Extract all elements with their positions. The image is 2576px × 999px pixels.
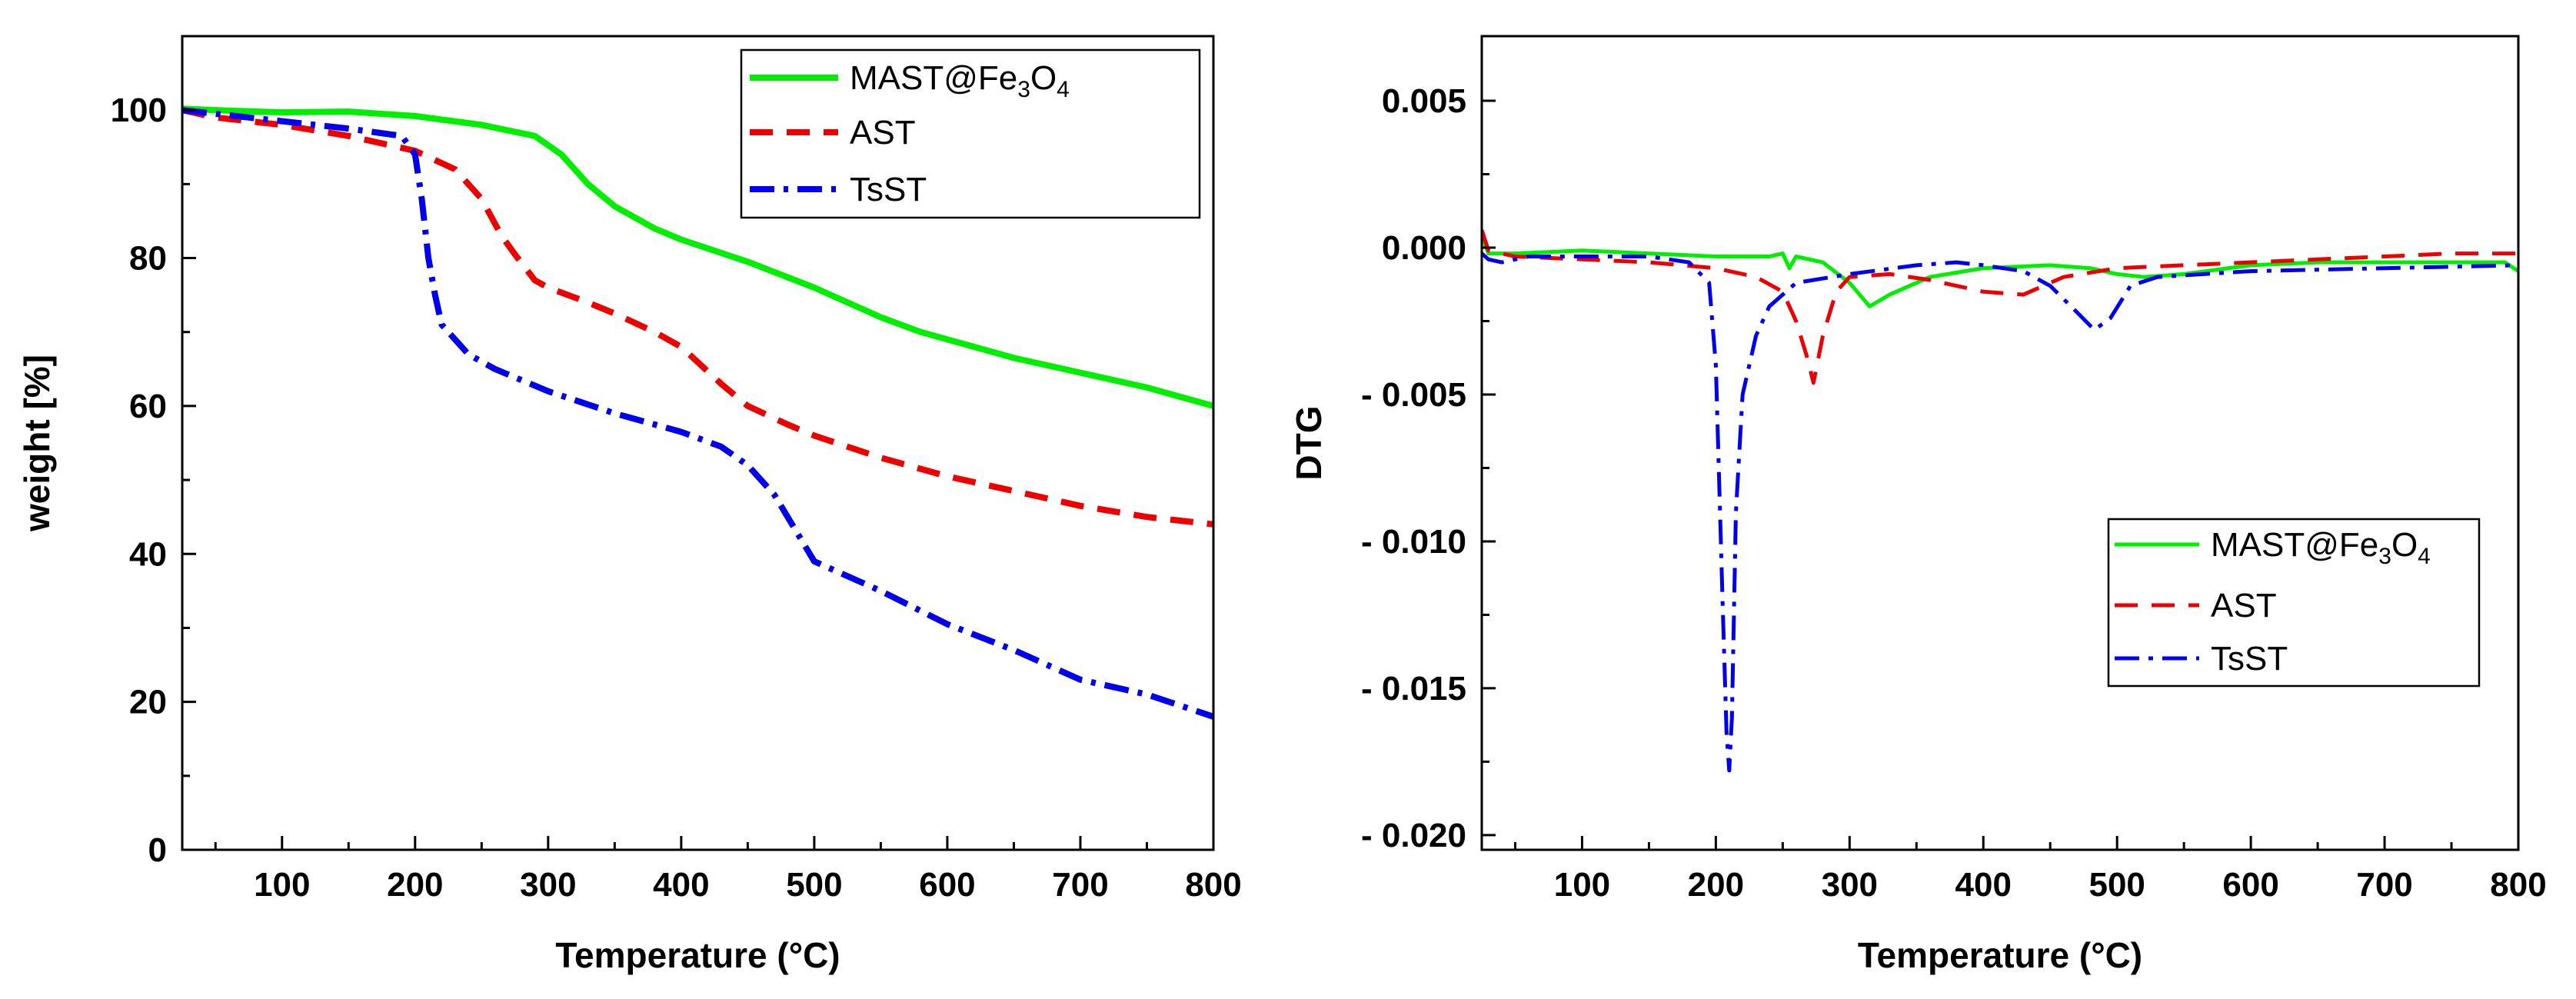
chart2-y-tick-label: 0.005: [1382, 82, 1466, 120]
chart1-y-tick-label: 80: [129, 240, 167, 278]
chart1-y-axis-title: weight [%]: [17, 355, 57, 532]
chart1: 100 200 300 400 500 600 700 800 0 20 40 60 80 100 Temp…: [17, 35, 1242, 975]
chart1-x-tick-label: 400: [653, 866, 709, 904]
chart1-x-tick-label: 700: [1052, 866, 1108, 904]
chart2-x-tick-label: 800: [2490, 866, 2546, 904]
chart2-legend: MAST@Fe3O4 AST TsST: [2107, 518, 2481, 688]
chart1-x-tick-label: 500: [786, 866, 842, 904]
chart2-y-axis-title: DTG: [1289, 405, 1329, 480]
chart2-x-tick-label: 200: [1688, 866, 1744, 904]
chart2-legend-label-tsst: TsST: [2211, 640, 2288, 678]
chart1-series-mast: [182, 105, 1213, 409]
chart2-y-tick-label: - 0.020: [1361, 817, 1466, 854]
chart2-y-tick-label: 0.000: [1382, 229, 1466, 267]
chart1-legend-label-mast: MAST@Fe3O4: [850, 59, 1070, 102]
chart2-series-tsst: [1482, 251, 2518, 773]
chart2-plot-frame: [1480, 35, 2520, 851]
chart2-y-tick-label: - 0.015: [1361, 670, 1466, 708]
chart2-x-tick-label: 700: [2356, 866, 2412, 904]
chart2-legend-label-mast: MAST@Fe3O4: [2211, 526, 2431, 569]
chart1-x-axis-title: Temperature (°C): [555, 935, 840, 975]
chart1-legend-label-ast: AST: [850, 114, 916, 152]
chart2-series-mast: [1482, 235, 2518, 308]
chart1-y-tick-label: 0: [148, 831, 167, 869]
chart1-series-tsst: [182, 107, 1213, 720]
chart2-x-tick-label: 600: [2222, 866, 2278, 904]
chart1-legend-label-tsst: TsST: [850, 171, 927, 208]
chart2-x-tick-label: 300: [1822, 866, 1878, 904]
chart1-x-tick-label: 300: [520, 866, 576, 904]
chart2-x-tick-label: 100: [1554, 866, 1610, 904]
chart2-y-tick-label: - 0.005: [1361, 376, 1466, 414]
chart2-legend-label-ast: AST: [2211, 587, 2277, 624]
chart2-x-tick-label: 500: [2088, 866, 2145, 904]
chart1-x-tick-label: 100: [254, 866, 310, 904]
chart2-x-axis-title: Temperature (°C): [1858, 935, 2142, 975]
chart1-plot-frame: [181, 35, 1215, 851]
chart1-y-tick-label: 20: [129, 684, 167, 721]
chart1-x-tick-label: 600: [919, 866, 975, 904]
chart1-x-tick-label: 800: [1185, 866, 1241, 904]
chart2: 100 200 300 400 500 600 700 800 0.005 0.000 - 0.00…: [1289, 35, 2547, 975]
chart2-series-ast: [1482, 229, 2518, 385]
chart2-x-tick-label: 400: [1955, 866, 2012, 904]
chart1-legend: MAST@Fe3O4 AST TsST: [740, 48, 1201, 219]
chart2-y-tick-label: - 0.010: [1361, 523, 1466, 561]
chart1-x-tick-label: 200: [387, 866, 443, 904]
chart1-y-tick-label: 100: [111, 92, 167, 129]
chart1-y-tick-label: 40: [129, 535, 167, 573]
chart1-y-tick-label: 60: [129, 388, 167, 425]
